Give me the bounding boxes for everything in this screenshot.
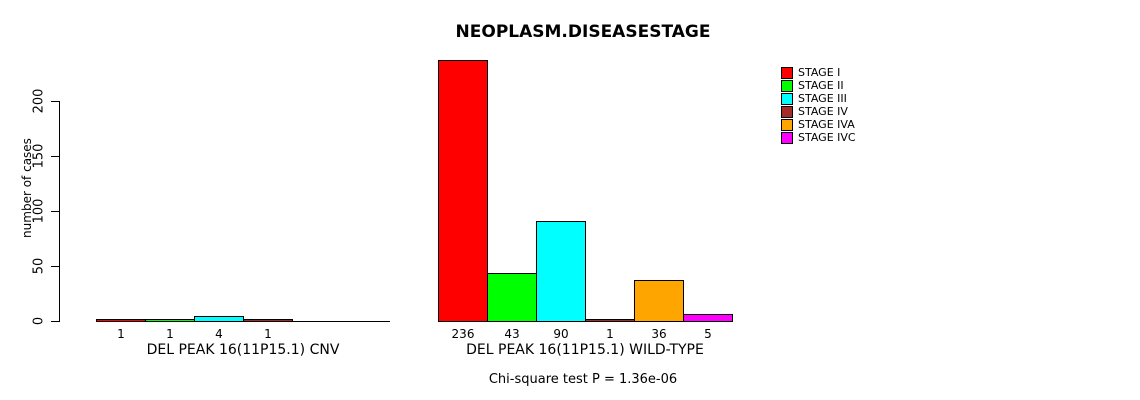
bar-value-label: 5 [704,327,712,341]
bar-value-label: 1 [606,327,614,341]
y-tick-label: 100 [31,198,47,224]
bar [585,319,635,322]
y-tick-label: 200 [31,88,47,114]
legend-label: STAGE IV [798,105,848,118]
legend-item: STAGE III [781,92,856,105]
chart-title: NEOPLASM.DISEASESTAGE [455,22,711,42]
legend-swatch [781,79,793,92]
bar [438,60,488,322]
bar [683,314,733,322]
y-tick-label: 150 [31,143,47,169]
y-tick-label: 0 [31,316,47,326]
legend-swatch [781,131,793,144]
y-tick [51,101,59,102]
bar-value-label: 36 [651,327,667,341]
legend-swatch [781,92,793,105]
bar-value-label: 1 [117,327,125,341]
legend-label: STAGE I [798,66,841,79]
legend-label: STAGE II [798,79,844,92]
legend-swatch [781,118,793,131]
bar [243,319,293,322]
legend-label: STAGE IVC [798,131,856,144]
chi-square-note: Chi-square test P = 1.36e-06 [488,372,678,387]
bar-value-label: 236 [451,327,475,341]
y-tick [51,266,59,267]
legend-item: STAGE I [781,66,856,79]
bar-value-label: 1 [264,327,272,341]
legend-swatch [781,66,793,79]
y-axis-line [59,101,60,322]
bar [194,316,244,322]
legend-label: STAGE III [798,92,847,105]
bar [634,280,684,322]
legend: STAGE I STAGE II STAGE III STAGE IV STAGE IV… [781,66,856,144]
bar [96,319,146,322]
y-tick [51,156,59,157]
legend-item: STAGE IVA [781,118,856,131]
y-tick [51,321,59,322]
legend-swatch [781,105,793,118]
y-tick [51,211,59,212]
group-label: DEL PEAK 16(11P15.1) WILD-TYPE [466,342,704,358]
y-tick-label: 50 [31,257,47,275]
bar-value-label: 90 [553,327,569,341]
bar-value-label: 1 [166,327,174,341]
bar-value-label: 4 [215,327,223,341]
bar [145,319,195,322]
bar-value-label: 43 [504,327,520,341]
legend-item: STAGE II [781,79,856,92]
legend-item: STAGE IVC [781,131,856,144]
group-label: DEL PEAK 16(11P15.1) CNV [146,342,340,358]
legend-item: STAGE IV [781,105,856,118]
legend-label: STAGE IVA [798,118,855,131]
bar [536,221,586,322]
bar [487,273,537,322]
